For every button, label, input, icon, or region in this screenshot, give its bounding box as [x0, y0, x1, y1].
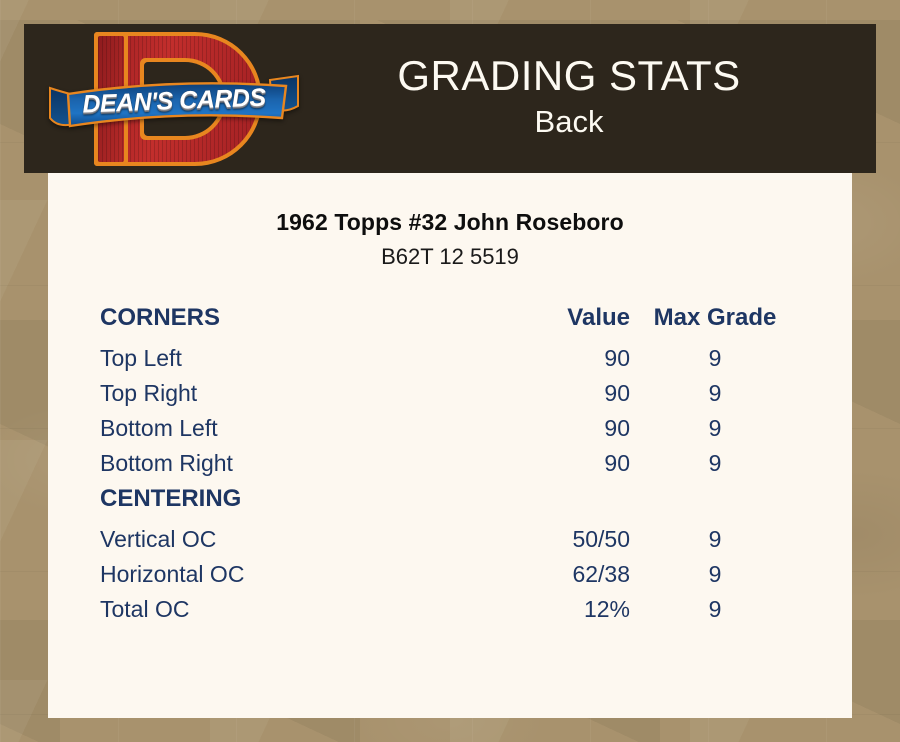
row-value: 62/38 [572, 561, 630, 587]
row-max-grade: 9 [708, 345, 722, 371]
row-value: 90 [604, 450, 630, 476]
row-max-grade: 9 [708, 450, 722, 476]
page-subtitle: Back [534, 104, 604, 140]
stats-table-body: CORNERS Value Max Grade Top Left 90 9 To… [100, 304, 800, 631]
row-label: Bottom Right [100, 450, 233, 476]
card-title: 1962 Topps #32 John Roseboro [276, 209, 624, 235]
row-max-grade: 9 [708, 596, 722, 622]
row-max-grade: 9 [708, 380, 722, 406]
deans-cards-logo: DEAN'S CARDS [46, 26, 302, 172]
section-title-corners: CORNERS [100, 304, 221, 331]
column-header-max-grade: Max Grade [653, 304, 777, 331]
section-value-spacer [430, 485, 630, 526]
row-label: Total OC [100, 596, 190, 622]
table-row: Top Right 90 9 [100, 380, 800, 415]
table-row: Bottom Left 90 9 [100, 415, 800, 450]
header-bar: DEAN'S CARDS GRADING STATS Back [24, 24, 876, 173]
column-header-value: Value [567, 304, 630, 331]
section-header-row: CENTERING [100, 485, 800, 526]
row-label: Top Right [100, 380, 198, 406]
table-row: Top Left 90 9 [100, 345, 800, 380]
grading-stats-table: CORNERS Value Max Grade Top Left 90 9 To… [100, 304, 800, 631]
row-label: Vertical OC [100, 526, 217, 552]
card-serial-number: B62T 12 5519 [381, 244, 519, 269]
content-panel: 1962 Topps #32 John Roseboro B62T 12 551… [48, 173, 852, 718]
row-label: Horizontal OC [100, 561, 245, 587]
table-header-row: CORNERS Value Max Grade [100, 304, 800, 345]
row-value: 50/50 [572, 526, 630, 552]
row-max-grade: 9 [708, 561, 722, 587]
row-label: Bottom Left [100, 415, 218, 441]
table-row: Total OC 12% 9 [100, 596, 800, 631]
row-max-grade: 9 [708, 415, 722, 441]
table-row: Horizontal OC 62/38 9 [100, 561, 800, 596]
table-row: Bottom Right 90 9 [100, 450, 800, 485]
row-value: 90 [604, 415, 630, 441]
table-row: Vertical OC 50/50 9 [100, 526, 800, 561]
row-label: Top Left [100, 345, 182, 371]
logo-ribbon-icon: DEAN'S CARDS [48, 74, 300, 134]
row-value: 12% [583, 596, 630, 622]
row-value: 90 [604, 380, 630, 406]
row-value: 90 [604, 345, 630, 371]
header-titles: GRADING STATS Back [302, 54, 876, 142]
row-max-grade: 9 [708, 526, 722, 552]
section-title-centering: CENTERING [100, 485, 242, 512]
section-grade-spacer [630, 485, 800, 526]
page-title: GRADING STATS [397, 52, 741, 100]
